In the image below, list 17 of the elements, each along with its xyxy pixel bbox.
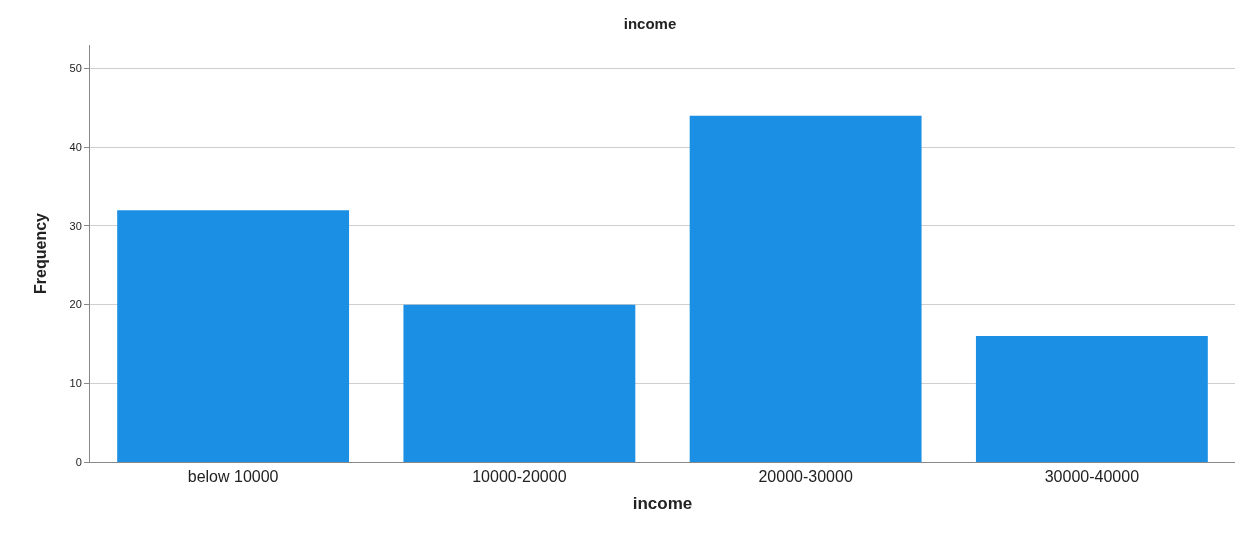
bar: [975, 336, 1208, 462]
y-tick-label: 50: [69, 62, 82, 75]
y-tick-label: 10: [69, 377, 82, 390]
x-tick-label: 20000-30000: [758, 468, 853, 486]
x-tick-label: below 10000: [187, 468, 279, 486]
x-tick-label: 30000-40000: [1044, 468, 1140, 486]
x-tick-label: 10000-20000: [472, 468, 567, 486]
chart-title: income: [623, 15, 677, 33]
y-tick-label: 40: [69, 141, 82, 154]
bar: [117, 210, 350, 462]
y-tick-label: 20: [69, 298, 82, 311]
y-axis-title: Frequency: [32, 212, 50, 294]
y-tick-label: 30: [69, 219, 82, 232]
y-tick-label: 0: [75, 455, 82, 468]
bar: [403, 304, 636, 462]
bar: [689, 115, 922, 462]
x-axis-title: income: [632, 493, 693, 513]
